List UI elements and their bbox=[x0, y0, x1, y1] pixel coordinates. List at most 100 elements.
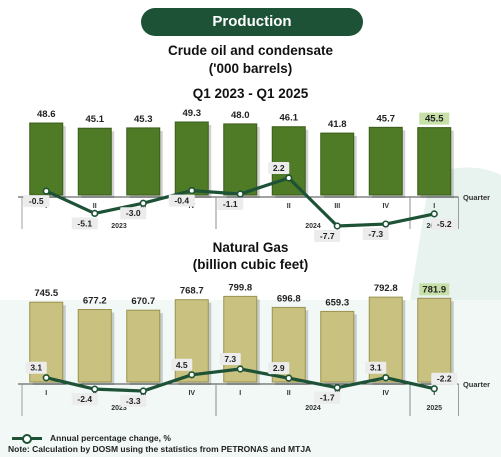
oil-chart-title: Crude oil and condensate bbox=[167, 43, 334, 58]
oil-bar bbox=[223, 123, 258, 196]
gas-change-label-box bbox=[219, 353, 241, 365]
gas-change-point bbox=[42, 374, 50, 382]
gas-axis-title: Quarter bbox=[463, 380, 490, 389]
oil-tick-label: I bbox=[433, 203, 435, 210]
oil-change-label-box bbox=[217, 198, 244, 210]
gas-change-label: 3.1 bbox=[370, 363, 382, 373]
gas-change-point bbox=[91, 385, 99, 393]
oil-bar bbox=[174, 121, 209, 196]
oil-bar-value-label: 45.1 bbox=[86, 114, 105, 125]
footnote: Note: Calculation by DOSM using the stat… bbox=[8, 444, 312, 454]
oil-change-point bbox=[91, 209, 99, 217]
gas-bar-value-label: 696.8 bbox=[277, 293, 301, 304]
oil-tick-label: IV bbox=[382, 203, 389, 210]
oil-change-label: -0.4 bbox=[174, 196, 189, 206]
oil-bar bbox=[29, 122, 64, 196]
gas-year-label: 2024 bbox=[305, 405, 321, 412]
legend-label: Annual percentage change, % bbox=[50, 433, 171, 443]
gas-tick-label: I bbox=[45, 390, 47, 397]
oil-change-label: -5.2 bbox=[437, 219, 452, 229]
gas-chart-unit: (billion cubic feet) bbox=[192, 257, 309, 272]
gas-change-label-box bbox=[314, 391, 341, 404]
oil-change-point bbox=[333, 222, 341, 230]
gas-bar-value-label: 659.3 bbox=[325, 297, 349, 308]
gas-bar-value-label: 745.5 bbox=[34, 288, 58, 299]
oil-bar-value-label: 49.3 bbox=[183, 108, 202, 119]
oil-change-label: -0.5 bbox=[29, 196, 44, 206]
oil-change-point bbox=[430, 210, 438, 218]
oil-year-label: 2024 bbox=[305, 223, 321, 230]
oil-bar-value-label: 41.8 bbox=[328, 119, 347, 130]
oil-bar bbox=[368, 126, 403, 196]
oil-bar-value-label: 48.6 bbox=[37, 109, 56, 120]
gas-change-point bbox=[333, 384, 341, 392]
oil-change-label: -3.0 bbox=[126, 208, 141, 218]
header-label: Production bbox=[212, 13, 292, 30]
gas-tick-label: IV bbox=[382, 390, 389, 397]
gas-change-label: -1.7 bbox=[320, 393, 335, 403]
gas-change-label: -3.3 bbox=[126, 396, 141, 406]
gas-change-label: -2.2 bbox=[437, 374, 452, 384]
oil-change-point bbox=[285, 174, 293, 182]
gas-change-label: 3.1 bbox=[30, 363, 42, 373]
gas-change-label: 2.9 bbox=[273, 363, 285, 373]
oil-change-label-box bbox=[268, 162, 290, 174]
gas-bar bbox=[77, 308, 112, 383]
gas-highlight-badge bbox=[419, 283, 450, 296]
gas-change-point bbox=[382, 374, 390, 382]
oil-tick-label: III bbox=[334, 203, 340, 210]
gas-bar bbox=[417, 297, 452, 383]
oil-change-label-box bbox=[168, 194, 195, 207]
gas-tick-label: II bbox=[287, 390, 291, 397]
oil-change-label: -5.1 bbox=[77, 218, 92, 228]
gas-change-label-box bbox=[120, 395, 147, 407]
oil-bar bbox=[271, 126, 306, 196]
gas-change-label-box bbox=[171, 358, 193, 371]
gas-change-label-box bbox=[365, 361, 387, 374]
gas-change-point bbox=[139, 387, 147, 395]
gas-tick-label: I bbox=[433, 390, 435, 397]
oil-bar bbox=[126, 127, 161, 196]
gas-change-label: -2.4 bbox=[77, 394, 92, 404]
oil-tick-label: II bbox=[93, 203, 97, 210]
oil-bar bbox=[417, 127, 452, 196]
gas-bar bbox=[126, 309, 161, 383]
gas-change-label: 4.5 bbox=[176, 360, 188, 370]
gas-tick-label: I bbox=[239, 390, 241, 397]
oil-change-label: -1.1 bbox=[223, 199, 238, 209]
gas-change-point bbox=[188, 371, 196, 379]
oil-change-label-box bbox=[362, 228, 389, 241]
header-pill: Production bbox=[141, 8, 363, 36]
oil-change-label-box bbox=[120, 207, 147, 220]
oil-bar-value-label: 48.0 bbox=[231, 110, 250, 121]
oil-bar-value-label: 45.3 bbox=[134, 114, 153, 125]
gas-tick-label: IV bbox=[188, 390, 195, 397]
legend-marker-icon bbox=[22, 434, 32, 444]
oil-change-label-box bbox=[314, 230, 341, 242]
oil-bar bbox=[320, 132, 355, 196]
gas-bar-value-label: 781.9 bbox=[422, 284, 446, 295]
oil-change-point bbox=[188, 187, 196, 195]
gas-bar bbox=[320, 310, 355, 383]
gas-bar-value-label: 799.8 bbox=[228, 282, 252, 293]
gas-bar-value-label: 670.7 bbox=[131, 296, 155, 307]
oil-axis-title: Quarter bbox=[463, 193, 490, 202]
gas-bar-value-label: 768.7 bbox=[180, 286, 204, 297]
gas-year-label: 2025 bbox=[426, 405, 442, 412]
gas-change-point bbox=[236, 365, 244, 373]
gas-bar-value-label: 792.8 bbox=[374, 283, 398, 294]
oil-change-point bbox=[236, 190, 244, 198]
background-ship-shape bbox=[410, 167, 501, 300]
gas-change-point bbox=[430, 385, 438, 393]
oil-chart-unit: ('000 barrels) bbox=[208, 61, 293, 76]
gas-change-label-box bbox=[431, 372, 458, 385]
oil-chart-period: Q1 2023 - Q1 2025 bbox=[192, 86, 309, 101]
oil-year-label: 2023 bbox=[111, 223, 127, 230]
gas-change-label-box bbox=[268, 362, 290, 375]
gas-chart-title: Natural Gas bbox=[212, 240, 289, 255]
oil-change-point bbox=[42, 187, 50, 195]
oil-bar bbox=[77, 127, 112, 196]
gas-change-label: 7.3 bbox=[224, 354, 236, 364]
